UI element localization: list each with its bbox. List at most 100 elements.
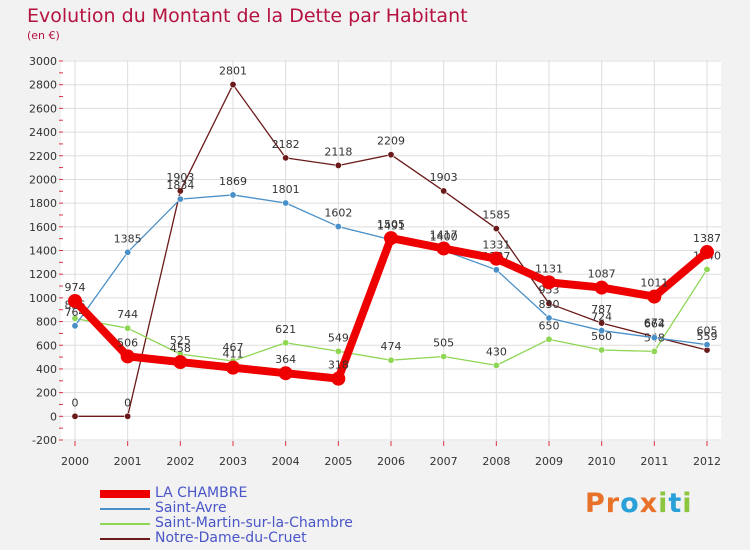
x-tick-label: 2000 — [61, 455, 89, 468]
data-point — [703, 341, 711, 349]
data-label: 2118 — [324, 145, 352, 158]
y-tick-label: 3000 — [29, 55, 57, 68]
data-point — [598, 346, 606, 354]
data-label: 474 — [381, 340, 402, 353]
y-tick-label: 2600 — [29, 102, 57, 115]
data-label: 1131 — [535, 262, 563, 275]
legend-label: Notre-Dame-du-Cruet — [155, 530, 307, 546]
data-point — [282, 339, 290, 347]
data-point — [492, 266, 500, 274]
data-label: 1801 — [272, 183, 300, 196]
x-tick-label: 2012 — [693, 455, 721, 468]
y-tick-label: 600 — [36, 339, 57, 352]
data-label: 621 — [275, 323, 296, 336]
data-label: 364 — [275, 353, 296, 366]
data-label: 559 — [697, 330, 718, 343]
data-label: 664 — [644, 318, 665, 331]
x-tick-label: 2006 — [377, 455, 405, 468]
chart-title: Evolution du Montant de la Dette par Hab… — [27, 5, 468, 27]
data-point — [489, 251, 504, 266]
legend-swatch — [100, 523, 150, 525]
data-point — [387, 151, 395, 159]
data-label: 1331 — [482, 239, 510, 252]
y-tick-label: 800 — [36, 316, 57, 329]
data-point — [71, 412, 79, 420]
data-label: 724 — [591, 311, 612, 324]
data-label: 1387 — [693, 232, 721, 245]
x-tick-label: 2007 — [430, 455, 458, 468]
data-point — [492, 225, 500, 233]
data-point — [384, 231, 398, 246]
data-point — [120, 349, 135, 364]
proxiti-logo: Proxiti — [585, 488, 693, 519]
data-label: 318 — [328, 359, 349, 372]
data-point — [594, 280, 609, 295]
data-point — [700, 245, 714, 260]
data-label: 1400 — [430, 231, 458, 244]
legend-swatch — [100, 508, 150, 510]
data-point — [226, 360, 240, 375]
x-tick-label: 2010 — [588, 455, 616, 468]
data-label: 2182 — [272, 138, 300, 151]
data-label: 1417 — [430, 228, 458, 241]
data-point — [334, 347, 342, 355]
data-point — [124, 248, 132, 256]
data-point — [176, 187, 184, 195]
data-point — [71, 322, 79, 330]
y-tick-label: 1800 — [29, 197, 57, 210]
data-point — [436, 241, 451, 256]
x-tick-label: 2009 — [535, 455, 563, 468]
data-label: 505 — [433, 337, 454, 350]
logo-letter: x — [639, 488, 659, 519]
data-point — [598, 319, 606, 327]
data-label: 1087 — [588, 268, 616, 281]
data-point — [545, 335, 553, 343]
data-point — [492, 361, 500, 369]
data-point — [173, 355, 188, 370]
x-tick-label: 2005 — [324, 455, 352, 468]
data-point — [647, 289, 662, 304]
data-label: 650 — [539, 319, 560, 332]
data-point — [278, 366, 293, 381]
data-label: 1011 — [640, 277, 668, 290]
y-tick-label: 2800 — [29, 79, 57, 92]
data-label: 787 — [591, 303, 612, 316]
data-label: 1602 — [324, 207, 352, 220]
data-label: 605 — [697, 325, 718, 338]
data-point — [68, 293, 82, 308]
logo-letter: i — [658, 488, 669, 519]
y-tick-label: 2000 — [29, 173, 57, 186]
data-point — [334, 161, 342, 169]
logo-letter: P — [585, 488, 606, 519]
y-tick-label: 0 — [50, 410, 57, 423]
data-label: 2209 — [377, 135, 405, 148]
data-label: 1585 — [482, 209, 510, 222]
x-tick-label: 2001 — [114, 455, 142, 468]
x-tick-label: 2004 — [272, 455, 300, 468]
data-point — [124, 324, 132, 332]
data-point — [542, 275, 556, 290]
y-tick-label: 1200 — [29, 268, 57, 281]
legend-swatch — [100, 538, 150, 540]
y-tick-label: 1000 — [29, 292, 57, 305]
data-point — [387, 356, 395, 364]
logo-letter: t — [668, 488, 683, 519]
data-label: 1491 — [377, 220, 405, 233]
data-point — [282, 154, 290, 162]
data-label: 672 — [644, 317, 665, 330]
data-label: 1505 — [377, 218, 405, 231]
legend-label: Saint-Martin-sur-la-Chambre — [155, 515, 353, 531]
data-point — [650, 347, 658, 355]
y-tick-label: 400 — [36, 363, 57, 376]
data-point — [545, 299, 553, 307]
y-tick-label: 200 — [36, 387, 57, 400]
data-label: 411 — [223, 348, 244, 361]
legend-label: Saint-Avre — [155, 500, 227, 516]
data-label: 560 — [591, 330, 612, 343]
data-label: 525 — [170, 334, 191, 347]
data-label: 1903 — [430, 171, 458, 184]
chart-subtitle: (en €) — [27, 29, 60, 42]
data-label: 1834 — [166, 179, 194, 192]
y-tick-label: 1400 — [29, 245, 57, 258]
